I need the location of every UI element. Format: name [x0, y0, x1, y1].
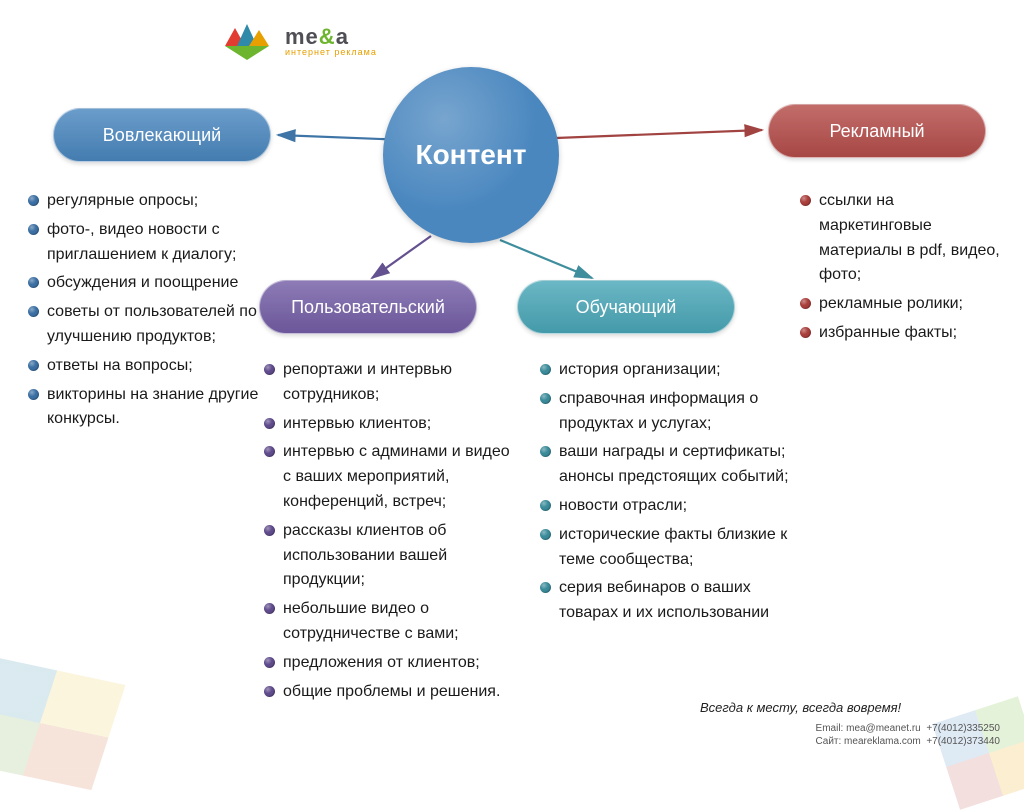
list-item-text: новости отрасли; [559, 494, 687, 519]
bullet-icon [540, 364, 551, 375]
list-item: ссылки на маркетинговые материалы в pdf,… [800, 189, 1000, 288]
bullet-icon [540, 529, 551, 540]
list-item: история организации; [540, 358, 790, 383]
list-item: общие проблемы и решения. [264, 680, 514, 705]
list-item: ответы на вопросы; [28, 354, 260, 379]
list-item-text: регулярные опросы; [47, 189, 198, 214]
list-item: новости отрасли; [540, 494, 790, 519]
brand-logo: me&a интернет реклама [225, 22, 377, 60]
node-engaging-label: Вовлекающий [103, 125, 221, 146]
bullet-icon [540, 582, 551, 593]
bullet-icon [28, 306, 39, 317]
list-item: интервью с админами и видео с ваших меро… [264, 440, 514, 514]
bullet-icon [264, 525, 275, 536]
list-teaching: история организации; справочная информаци… [540, 358, 790, 630]
list-item-text: ссылки на маркетинговые материалы в pdf,… [819, 189, 1000, 288]
list-item: фото-, видео новости с приглашением к ди… [28, 218, 260, 268]
list-item-text: викторины на знание другие конкурсы. [47, 383, 260, 433]
brand-subtitle: интернет реклама [285, 48, 377, 57]
list-item: исторические факты близкие к теме сообще… [540, 523, 790, 573]
bullet-icon [28, 360, 39, 371]
list-item: предложения от клиентов; [264, 651, 514, 676]
list-item: рекламные ролики; [800, 292, 1000, 317]
footer-contact: Email: mea@meanet.ru +7(4012)335250 Сайт… [815, 722, 1000, 748]
node-teaching: Обучающий [517, 280, 735, 334]
list-item-text: рассказы клиентов об использовании вашей… [283, 519, 514, 593]
list-item-text: история организации; [559, 358, 721, 383]
brand-name: me&a [285, 26, 377, 48]
list-item: обсуждения и поощрение [28, 271, 260, 296]
bg-shape-bottom-right [932, 696, 1024, 809]
list-item: рассказы клиентов об использовании вашей… [264, 519, 514, 593]
bullet-icon [28, 195, 39, 206]
center-node: Контент [383, 67, 559, 243]
node-teaching-label: Обучающий [576, 297, 677, 318]
bullet-icon [800, 195, 811, 206]
list-item: небольшие видео о сотрудничестве с вами; [264, 597, 514, 647]
list-item-text: рекламные ролики; [819, 292, 963, 317]
node-user-label: Пользовательский [291, 297, 445, 318]
bullet-icon [264, 603, 275, 614]
bullet-icon [264, 686, 275, 697]
bullet-icon [540, 393, 551, 404]
list-item-text: советы от пользователей по улучшению про… [47, 300, 260, 350]
list-item-text: исторические факты близкие к теме сообще… [559, 523, 790, 573]
list-item-text: ваши награды и сертификаты; анонсы предс… [559, 440, 790, 490]
bullet-icon [800, 327, 811, 338]
list-item-text: интервью клиентов; [283, 412, 431, 437]
list-item-text: справочная информация о продуктах и услу… [559, 387, 790, 437]
bullet-icon [28, 224, 39, 235]
center-node-label: Контент [415, 139, 526, 171]
bullet-icon [264, 446, 275, 457]
bullet-icon [540, 500, 551, 511]
node-engaging: Вовлекающий [53, 108, 271, 162]
bullet-icon [264, 418, 275, 429]
list-item: советы от пользователей по улучшению про… [28, 300, 260, 350]
list-item: викторины на знание другие конкурсы. [28, 383, 260, 433]
bg-shape-bottom-left [0, 656, 126, 790]
list-item: репортажи и интервью сотрудников; [264, 358, 514, 408]
list-item-text: репортажи и интервью сотрудников; [283, 358, 514, 408]
list-item-text: интервью с админами и видео с ваших меро… [283, 440, 514, 514]
bullet-icon [28, 389, 39, 400]
list-item: регулярные опросы; [28, 189, 260, 214]
node-user: Пользовательский [259, 280, 477, 334]
bullet-icon [264, 364, 275, 375]
bullet-icon [800, 298, 811, 309]
bullet-icon [264, 657, 275, 668]
list-item-text: ответы на вопросы; [47, 354, 193, 379]
list-item-text: избранные факты; [819, 321, 957, 346]
node-ad: Рекламный [768, 104, 986, 158]
list-item: серия вебинаров о ваших товарах и их исп… [540, 576, 790, 626]
brand-logo-mark [225, 22, 277, 60]
list-ad: ссылки на маркетинговые материалы в pdf,… [800, 189, 1000, 350]
list-item-text: фото-, видео новости с приглашением к ди… [47, 218, 260, 268]
list-item-text: общие проблемы и решения. [283, 680, 500, 705]
list-item-text: предложения от клиентов; [283, 651, 480, 676]
list-item-text: обсуждения и поощрение [47, 271, 238, 296]
node-ad-label: Рекламный [829, 121, 924, 142]
list-item: справочная информация о продуктах и услу… [540, 387, 790, 437]
tagline: Всегда к месту, всегда вовремя! [700, 700, 901, 715]
list-item-text: небольшие видео о сотрудничестве с вами; [283, 597, 514, 647]
bullet-icon [540, 446, 551, 457]
list-item: избранные факты; [800, 321, 1000, 346]
list-item-text: серия вебинаров о ваших товарах и их исп… [559, 576, 790, 626]
list-engaging: регулярные опросы; фото-, видео новости с… [28, 189, 260, 436]
list-user: репортажи и интервью сотрудников; интервь… [264, 358, 514, 708]
list-item: ваши награды и сертификаты; анонсы предс… [540, 440, 790, 490]
list-item: интервью клиентов; [264, 412, 514, 437]
bullet-icon [28, 277, 39, 288]
